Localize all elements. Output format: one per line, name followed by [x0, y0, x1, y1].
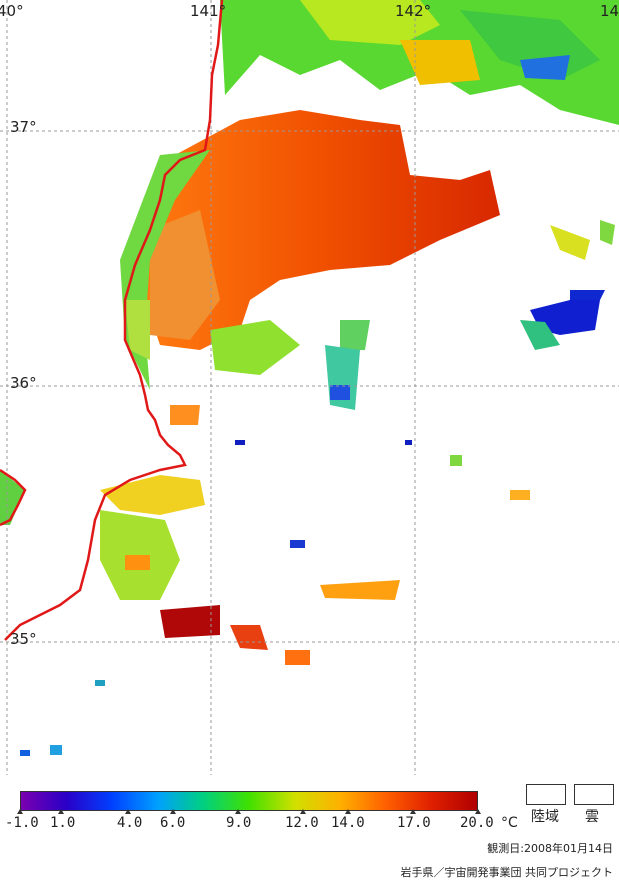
- colorbar-tick-label: 9.0: [226, 815, 252, 831]
- cloud-key-label: 雲: [585, 809, 599, 825]
- lat-label: 35°: [10, 630, 37, 648]
- sst-map: [0, 0, 619, 775]
- colorbar-tick: [410, 809, 416, 814]
- lat-label: 37°: [10, 118, 37, 136]
- sst-data-layer: [0, 0, 619, 756]
- colorbar-tick: [170, 809, 176, 814]
- colorbar-tick-label: 4.0: [117, 815, 143, 831]
- lon-label: 14: [600, 2, 619, 20]
- colorbar-tick: [58, 809, 64, 814]
- observation-date: 観測日:2008年01月14日: [487, 842, 613, 855]
- temperature-unit: °C: [501, 815, 518, 831]
- lat-label: 36°: [10, 374, 37, 392]
- colorbar-tick: [17, 809, 23, 814]
- colorbar-tick: [300, 809, 306, 814]
- colorbar-tick-label: 6.0: [160, 815, 186, 831]
- lon-label: 141°: [190, 2, 227, 20]
- colorbar-tick-label: -1.0: [5, 815, 39, 831]
- colorbar-tick-label: 17.0: [397, 815, 431, 831]
- colorbar-tick-label: 20.0: [460, 815, 494, 831]
- graticule: [0, 0, 619, 775]
- coastline: [0, 0, 224, 641]
- colorbar-tick: [345, 809, 351, 814]
- cloud-key-swatch: [574, 784, 614, 805]
- credit-text: 岩手県／宇宙開発事業団 共同プロジェクト: [400, 866, 614, 879]
- colorbar-tick-label: 12.0: [285, 815, 319, 831]
- colorbar-tick: [235, 809, 241, 814]
- colorbar-tick: [475, 809, 481, 814]
- lon-label: 142°: [395, 2, 432, 20]
- colorbar-tick-label: 1.0: [50, 815, 76, 831]
- lon-label: 40°: [0, 2, 24, 20]
- land-key-swatch: [526, 784, 566, 805]
- colorbar-tick: [125, 809, 131, 814]
- temperature-colorbar: [20, 791, 478, 811]
- colorbar-tick-label: 14.0: [331, 815, 365, 831]
- land-key-label: 陸域: [531, 809, 559, 825]
